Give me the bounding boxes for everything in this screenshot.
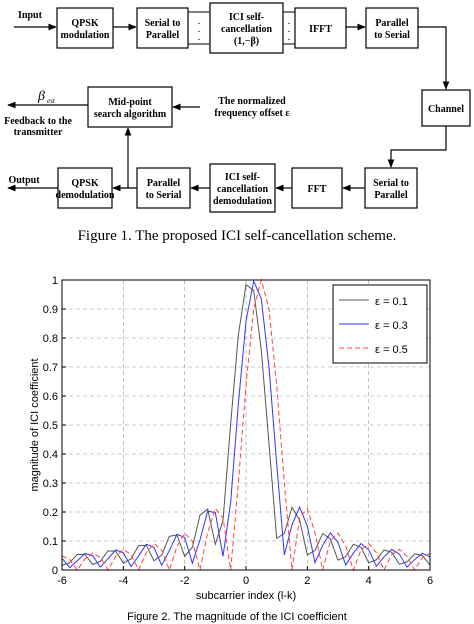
y-tick-label: 0.4	[43, 449, 58, 461]
block-label: Serial to	[145, 18, 181, 29]
chart: 0 0.1 0.2 0.3 0.4 0.5 0.6 0.7 0.8 0.9 1 -6 -4 -2 0 2 4 6 ε…	[29, 275, 433, 623]
block-label: cancellation	[221, 24, 273, 35]
block	[136, 7, 189, 49]
x-axis-label: subcarrier index (l-k)	[196, 590, 296, 602]
caption: Figure 2. The magnitude of the ICI coeff…	[127, 611, 347, 623]
y-tick-label: 0.9	[43, 304, 58, 316]
feedback-label: transmitter	[14, 127, 63, 138]
plot-frame	[61, 279, 431, 571]
data-line	[61, 278, 431, 572]
block-label: cancellation	[217, 184, 269, 195]
offset-label: The normalized	[218, 96, 286, 107]
block-label: demodulation	[213, 196, 272, 207]
block	[294, 7, 347, 49]
y-tick-label: 0.3	[43, 478, 58, 490]
dots: .	[288, 24, 291, 35]
block	[209, 2, 284, 54]
data-line	[61, 279, 431, 569]
dots: .	[198, 24, 201, 35]
block	[136, 167, 191, 209]
x-tick-label: -6	[57, 575, 67, 587]
beta-label: β	[37, 89, 45, 104]
block-label: Parallel	[374, 190, 408, 201]
beta-subscript: est	[47, 97, 56, 105]
caption: Figure 1. The proposed ICI self-cancella…	[78, 228, 397, 244]
dots: .	[198, 16, 201, 27]
x-tick-label: -2	[180, 575, 190, 587]
block-label: modulation	[61, 30, 110, 41]
block-label: QPSK	[71, 18, 98, 29]
arrow	[418, 26, 450, 90]
arrow	[387, 126, 447, 168]
block-label: ICI self-	[225, 172, 260, 183]
feedback-label: Feedback to the	[4, 116, 72, 127]
data-line	[61, 283, 431, 566]
output-label: Output	[8, 175, 40, 186]
x-tick-label: 0	[243, 575, 249, 587]
y-axis-label: magnitude of ICI coefficient	[29, 358, 41, 491]
block-label: to Serial	[146, 190, 182, 201]
x-tick-label: 2	[304, 575, 310, 587]
y-tick-label: 0	[52, 565, 58, 577]
dots: .	[198, 32, 201, 43]
y-tick-label: 0.6	[43, 391, 58, 403]
x-tick-label: 6	[427, 575, 433, 587]
y-tick-label: 1	[52, 275, 58, 287]
block-label: Parallel	[146, 30, 180, 41]
block	[364, 167, 418, 209]
dots: .	[288, 16, 291, 27]
y-tick-label: 0.5	[43, 420, 58, 432]
y-tick-label: 0.7	[43, 362, 58, 374]
block-label: ICI self-	[229, 12, 264, 23]
block-label: FFT	[308, 184, 327, 195]
block-label: IFFT	[309, 24, 332, 35]
block	[209, 163, 276, 213]
y-tick-label: 0.8	[43, 333, 58, 345]
x-tick-label: 4	[366, 575, 372, 587]
block-label: Parallel	[147, 178, 181, 189]
block-label: Parallel	[375, 18, 409, 29]
block-label: QPSK	[71, 178, 98, 189]
legend-label: ε = 0.3	[375, 320, 408, 332]
block-label: (1,−β)	[234, 36, 259, 47]
block	[57, 167, 113, 209]
block-label: Channel	[428, 104, 464, 115]
block	[421, 89, 471, 127]
block	[56, 7, 114, 49]
offset-label: frequency offset ε	[214, 108, 290, 119]
block	[365, 7, 419, 49]
legend-label: ε = 0.5	[375, 344, 408, 356]
input-label: Input	[18, 10, 43, 21]
block	[87, 86, 173, 128]
block-diagram: Input . . . . . . Output	[4, 2, 471, 244]
dots: .	[288, 32, 291, 43]
block-label: demodulation	[56, 190, 115, 201]
y-tick-label: 0.1	[43, 536, 58, 548]
block-label: search algorithm	[94, 109, 167, 120]
x-tick-label: -4	[118, 575, 128, 587]
block-label: to Serial	[374, 30, 410, 41]
y-tick-label: 0.2	[43, 507, 58, 519]
legend-label: ε = 0.1	[375, 296, 408, 308]
block-label: Serial to	[373, 178, 409, 189]
block-label: Mid-point	[108, 97, 152, 108]
